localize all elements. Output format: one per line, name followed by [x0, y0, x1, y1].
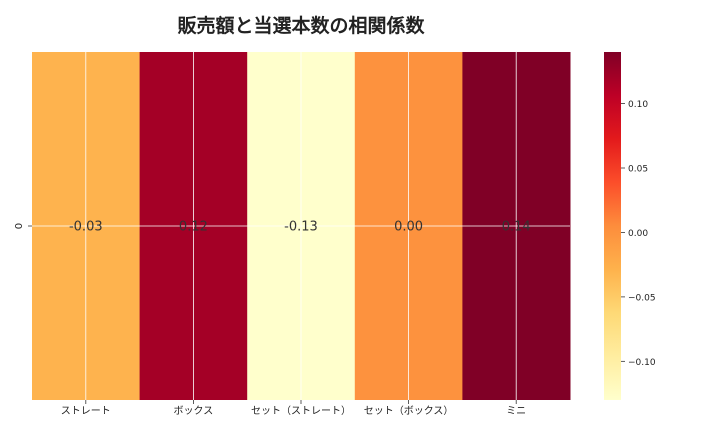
y-axis-ticks: 0 — [14, 223, 32, 229]
x-tick-label: ミニ — [506, 406, 526, 417]
cell-annotation: -0.03 — [69, 220, 103, 235]
colorbar-tick-label: −0.10 — [628, 358, 656, 368]
x-tick-label: ストレート — [61, 406, 111, 417]
cell-annotation: -0.13 — [284, 220, 318, 235]
colorbar-tick-label: 0.05 — [628, 165, 648, 175]
x-tick-label: セット（ボックス） — [364, 405, 454, 417]
chart-title: 販売額と当選本数の相関係数 — [177, 14, 425, 37]
colorbar-tick-label: −0.05 — [628, 293, 656, 303]
cell-annotations: -0.03 0.12 -0.13 0.00 0.14 — [69, 220, 531, 235]
x-tick-label: セット（ストレート） — [251, 405, 351, 417]
colorbar-tick-label: 0.00 — [628, 229, 648, 239]
colorbar: 0.10 0.05 0.00 −0.05 −0.10 — [604, 52, 656, 400]
cell-annotation: 0.14 — [502, 220, 531, 235]
heatmap-grid — [32, 52, 570, 400]
y-tick-label: 0 — [14, 223, 25, 229]
cell-annotation: 0.12 — [179, 220, 208, 235]
x-axis-ticks: ストレート ボックス セット（ストレート） セット（ボックス） ミニ — [61, 400, 526, 417]
colorbar-tick-label: 0.10 — [628, 100, 648, 110]
cell-annotation: 0.00 — [394, 220, 423, 235]
x-tick-label: ボックス — [174, 405, 214, 417]
colorbar-gradient — [604, 52, 621, 400]
